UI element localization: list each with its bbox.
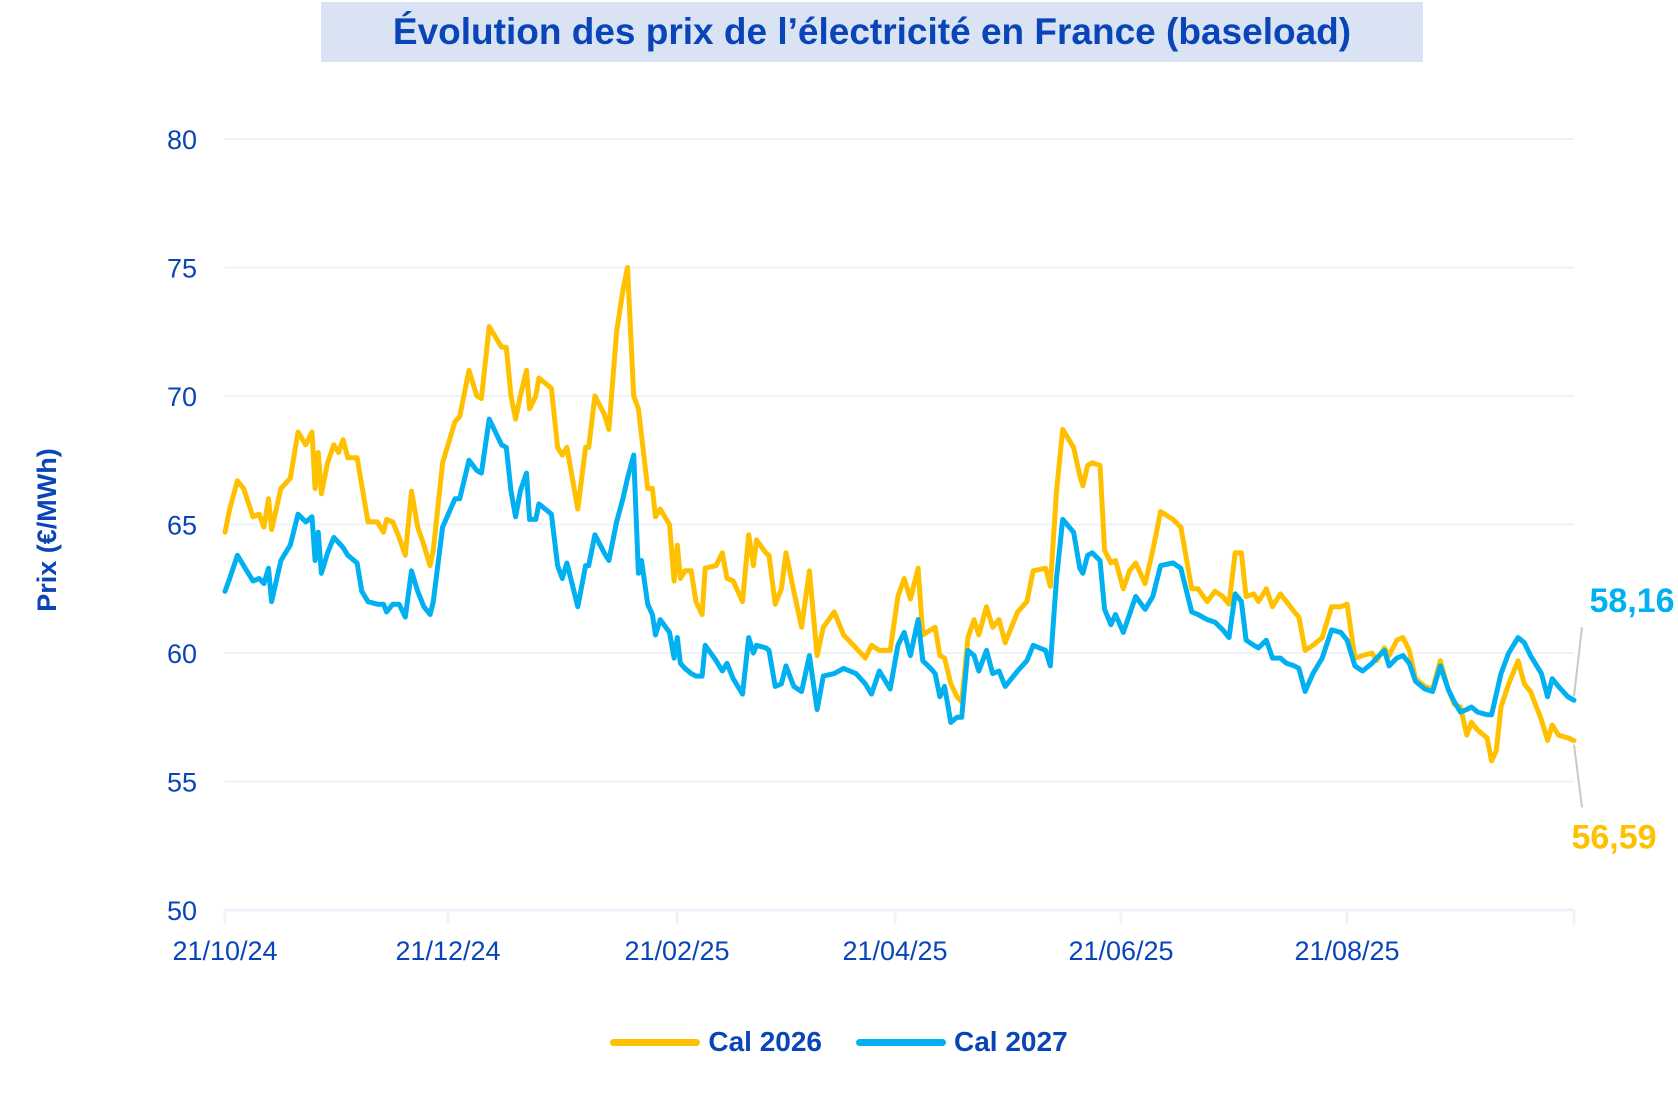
legend: Cal 2026 Cal 2027 (0, 1020, 1678, 1064)
y-tick-label: 60 (167, 639, 197, 669)
series-lines (222, 265, 1577, 764)
legend-swatch-cal-2026 (610, 1038, 701, 1046)
gridlines (225, 138, 1574, 911)
x-tick-label: 21/04/25 (842, 936, 947, 966)
legend-item-cal-2027[interactable]: Cal 2027 (856, 1026, 1068, 1058)
y-tick-label: 55 (167, 768, 197, 798)
x-tick-label: 21/02/25 (624, 936, 729, 966)
legend-label: Cal 2026 (708, 1026, 822, 1057)
y-tick-label: 70 (167, 382, 197, 412)
leader-line-cal-2027 (1573, 627, 1583, 697)
y-tick-label: 75 (167, 254, 197, 284)
chart-title-box: Évolution des prix de l’électricité en F… (321, 2, 1423, 62)
x-tick-label: 21/12/24 (395, 936, 500, 966)
y-tick-label: 65 (167, 511, 197, 541)
y-tick-labels: 50 55 60 65 70 75 80 (167, 125, 197, 926)
end-value-label-cal-2027: 58,16 (1589, 582, 1674, 620)
end-labels: 58,16 56,59 (1571, 582, 1674, 856)
x-tick-label: 21/10/24 (172, 936, 277, 966)
leader-line-cal-2026 (1573, 744, 1583, 808)
y-tick-label: 50 (167, 896, 197, 926)
end-value-label-cal-2026: 56,59 (1571, 818, 1656, 856)
legend-item-cal-2026[interactable]: Cal 2026 (610, 1026, 822, 1058)
series-line-cal-2026 (222, 265, 1577, 764)
legend-label: Cal 2027 (954, 1026, 1068, 1057)
series-line-cal-2027 (222, 416, 1577, 725)
x-tick-labels: 21/10/24 21/12/24 21/02/25 21/04/25 21/06/25… (172, 936, 1399, 966)
legend-swatch-cal-2027 (856, 1038, 946, 1046)
x-tick-label: 21/06/25 (1068, 936, 1173, 966)
x-axis (223, 908, 1576, 924)
chart-title: Évolution des prix de l’électricité en F… (392, 11, 1352, 52)
x-tick-label: 21/08/25 (1294, 936, 1399, 966)
y-tick-label: 80 (167, 125, 197, 155)
